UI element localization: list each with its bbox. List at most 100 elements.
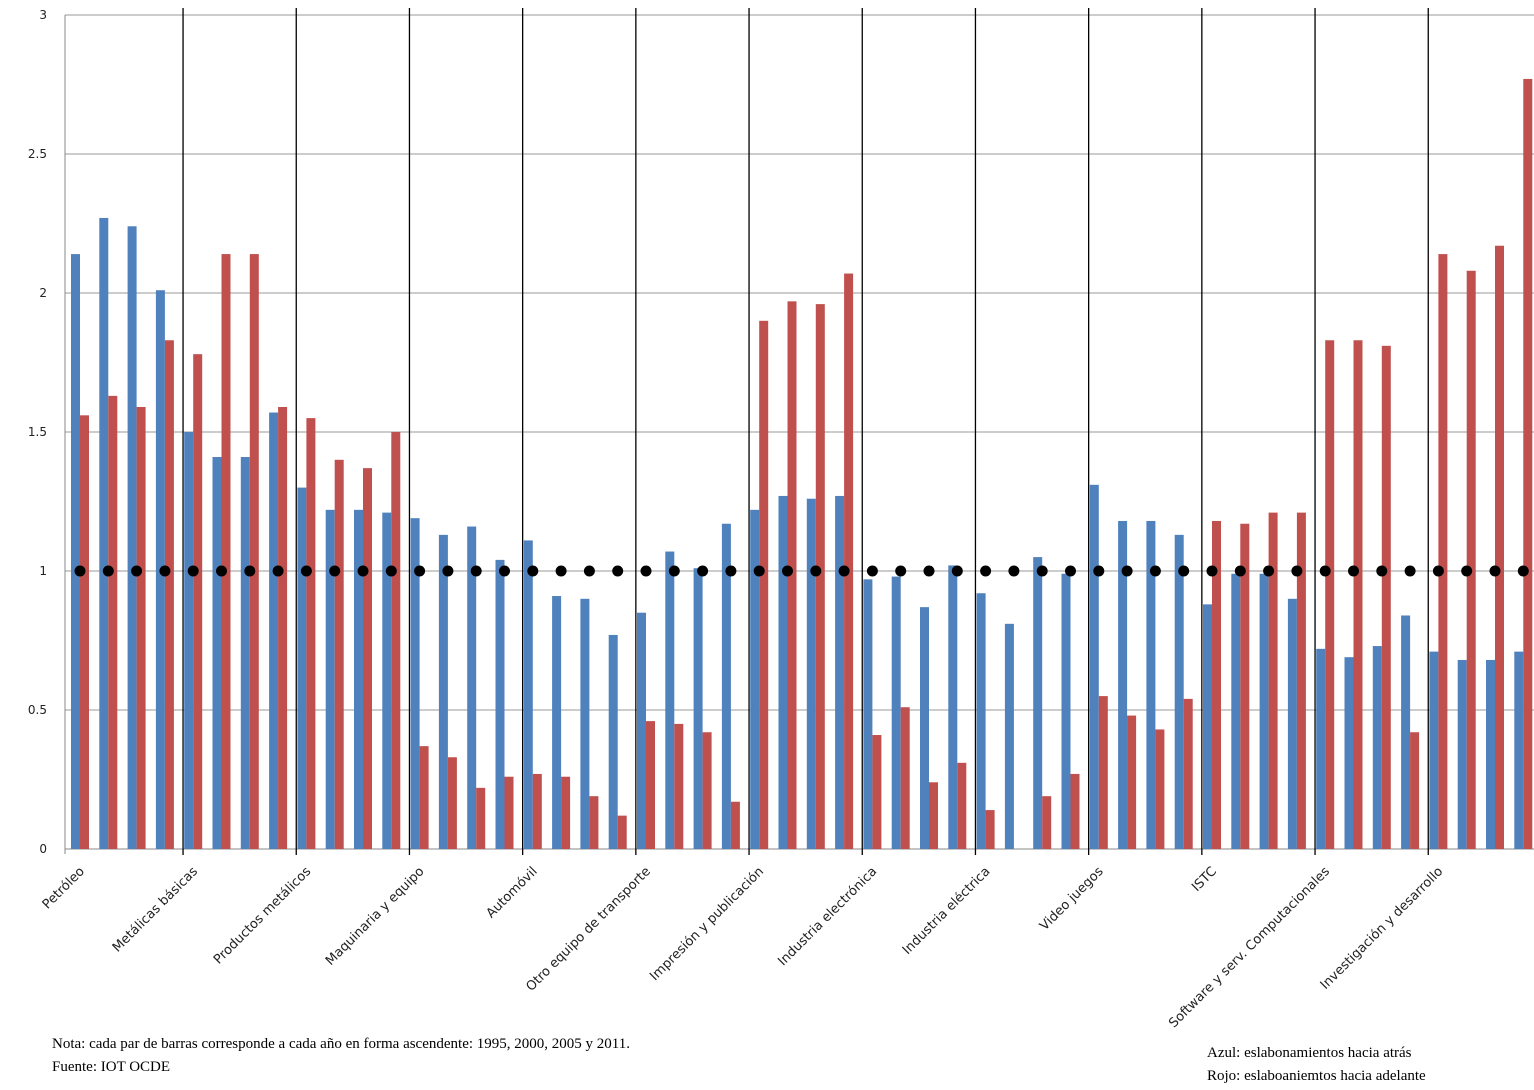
bar (1127, 715, 1137, 849)
bar (835, 495, 845, 849)
note: Nota: cada par de barras corresponde a c… (52, 1036, 630, 1052)
source: Fuente: IOT OCDE (52, 1059, 170, 1075)
bar (269, 412, 279, 849)
bar (948, 565, 958, 849)
bar (920, 607, 929, 849)
bar (108, 395, 118, 849)
reference-dot (1065, 565, 1076, 577)
bar (127, 226, 137, 849)
y-tick-label: 1.5 (28, 425, 47, 439)
y-tick-label: 0.5 (28, 703, 47, 717)
reference-dot (159, 565, 171, 577)
reference-dot (1206, 565, 1218, 577)
reference-dot (442, 565, 454, 577)
bar (438, 534, 448, 849)
bar (212, 457, 222, 849)
bar (1344, 657, 1354, 849)
bar (900, 707, 910, 849)
bar (221, 254, 231, 849)
x-tick-label: Video juegos (1037, 864, 1107, 934)
reference-dot (1319, 565, 1331, 577)
bar (249, 254, 259, 849)
bar (702, 732, 712, 849)
bar (325, 509, 335, 849)
x-tick-label: Petróleo (40, 864, 88, 912)
bar (1523, 78, 1533, 849)
bar (193, 354, 203, 849)
bar (985, 810, 995, 849)
reference-dot (1121, 565, 1133, 577)
bar (750, 509, 760, 849)
bar (1203, 604, 1212, 849)
bar (1316, 648, 1326, 849)
reference-dot (1461, 565, 1473, 577)
reference-dot (1291, 565, 1303, 577)
x-tick-label: ISTC (1189, 864, 1220, 895)
bar (1098, 696, 1108, 849)
reference-dot (1404, 565, 1416, 577)
reference-dot (385, 565, 397, 577)
bar (872, 735, 882, 849)
bar (806, 498, 816, 849)
reference-dot (725, 565, 737, 577)
reference-dot (1093, 565, 1105, 577)
reference-dot (470, 565, 482, 577)
y-tick-label: 2 (39, 286, 47, 300)
bar (929, 782, 938, 849)
bar (1495, 245, 1504, 850)
bar (532, 773, 542, 849)
bar (561, 776, 571, 849)
bar (778, 495, 788, 849)
reference-dot (272, 565, 284, 577)
bar (80, 415, 89, 849)
reference-dot (414, 565, 426, 577)
y-tick-label: 2.5 (28, 147, 47, 161)
bar (391, 432, 401, 849)
bar (1042, 796, 1052, 849)
bar (608, 634, 618, 849)
bar (759, 320, 769, 849)
bar (580, 598, 590, 849)
bar (240, 457, 250, 849)
bar (637, 612, 646, 849)
bar (730, 801, 740, 849)
bar (1240, 523, 1250, 849)
reference-dot (583, 565, 595, 577)
bar (1381, 345, 1391, 849)
bar (495, 559, 505, 849)
reference-dot (1149, 565, 1161, 577)
reference-dot (782, 565, 793, 577)
color-note: Azul: eslabonamientos hacia atrás (1207, 1045, 1412, 1061)
bar (184, 432, 194, 849)
bar (1287, 598, 1297, 849)
bar (1457, 659, 1467, 849)
reference-dot (555, 565, 567, 577)
bar (164, 340, 174, 849)
x-tick-label: Impresión y publicación (647, 864, 767, 984)
bar (721, 523, 731, 849)
bar (1514, 651, 1524, 849)
bar (1174, 534, 1184, 849)
bar (363, 468, 372, 849)
reference-dot (1489, 565, 1501, 577)
bar (863, 579, 873, 849)
reference-dot (612, 565, 624, 577)
bar (1372, 646, 1382, 849)
bar (1231, 573, 1241, 849)
bar (1004, 623, 1014, 849)
bar (1183, 698, 1193, 849)
bar (1089, 484, 1099, 849)
bar (136, 406, 146, 849)
x-tick-label: Otro equipo de transporte (523, 864, 653, 994)
reference-dot (951, 565, 963, 577)
reference-dot (74, 565, 86, 577)
bar (693, 568, 703, 849)
bar (410, 518, 420, 849)
x-tick-label: Software y serv. Computacionales (1166, 864, 1333, 1031)
y-tick-label: 1 (39, 564, 47, 578)
bar (504, 776, 514, 849)
bar (1438, 254, 1448, 849)
reference-dot (640, 565, 652, 577)
reference-dot (499, 565, 510, 577)
